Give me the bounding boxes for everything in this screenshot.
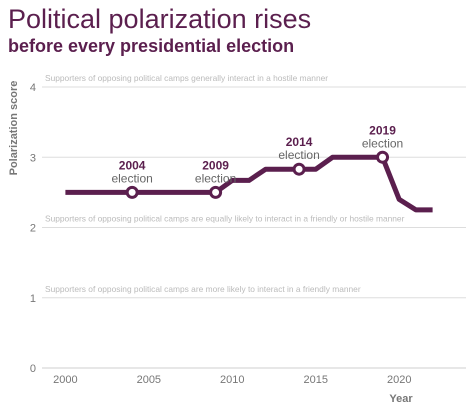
x-tick-label-2020: 2020	[387, 374, 411, 386]
reference-annotation-4: Supporters of opposing political camps g…	[45, 73, 328, 83]
election-text-label-2009: election	[195, 171, 236, 185]
election-year-label-2009: 2009	[202, 158, 229, 172]
y-tick-label-4: 4	[30, 82, 36, 94]
x-axis-label: Year	[389, 393, 413, 405]
chart-subtitle: before every presidential election	[8, 36, 295, 56]
y-tick-label-1: 1	[30, 293, 36, 305]
grid-lines	[42, 86, 466, 369]
election-marker-2019	[376, 150, 390, 164]
x-tick-label-2010: 2010	[220, 374, 244, 386]
y-tick-labels: 0 1 2 3 4	[30, 82, 36, 375]
reference-annotations: Supporters of opposing political camps g…	[45, 73, 405, 294]
y-axis-label: Polarization score	[8, 81, 20, 176]
x-tick-label-2015: 2015	[304, 374, 328, 386]
x-tick-label-2005: 2005	[137, 374, 161, 386]
election-text-label-2019: election	[362, 136, 403, 150]
election-text-label-2014: election	[278, 148, 319, 162]
election-text-label-2004: election	[111, 171, 152, 185]
election-year-label-2004: 2004	[119, 158, 146, 172]
reference-annotation-1: Supporters of opposing political camps a…	[45, 284, 361, 294]
election-year-label-2014: 2014	[286, 135, 313, 149]
y-tick-label-2: 2	[30, 223, 36, 235]
reference-annotation-2: Supporters of opposing political camps a…	[45, 214, 405, 224]
election-labels: 2004election2009election2014election2019…	[111, 123, 403, 185]
election-markers	[125, 150, 390, 199]
series-line-0	[65, 154, 433, 213]
election-marker-2014	[292, 162, 306, 176]
chart-title: Political polarization rises	[8, 4, 312, 34]
election-year-label-2019: 2019	[369, 123, 396, 137]
x-tick-label-2000: 2000	[53, 374, 77, 386]
y-tick-label-3: 3	[30, 152, 36, 164]
election-marker-2009	[209, 185, 223, 199]
series-lines	[65, 154, 433, 213]
x-tick-labels: 2000 2005 2010 2015 2020	[53, 374, 411, 386]
y-tick-label-0: 0	[30, 363, 36, 375]
election-marker-2004	[125, 185, 139, 199]
